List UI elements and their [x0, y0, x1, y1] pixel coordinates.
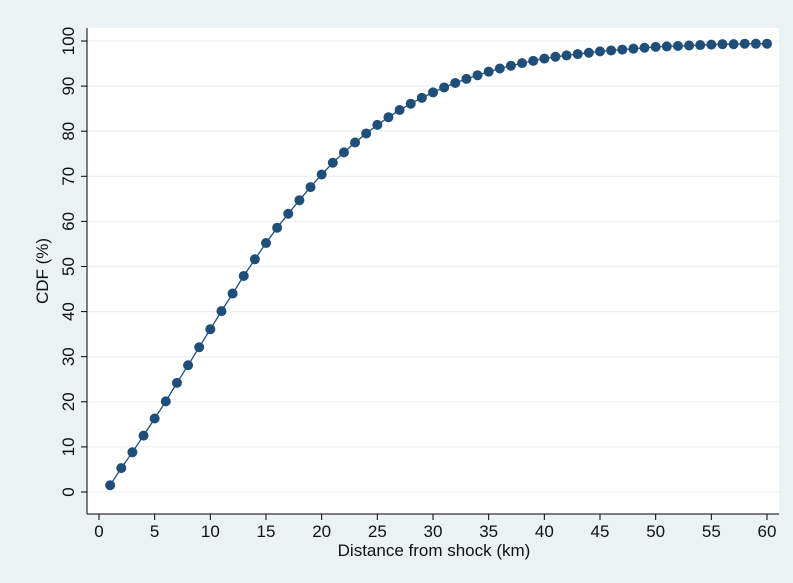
- data-point: [305, 182, 316, 193]
- data-point: [105, 480, 116, 491]
- data-point: [617, 44, 628, 55]
- y-tick-label: 60: [59, 212, 78, 231]
- axes: 0 10 20 30 40 50 60 70 80 90 100 0 5 10 15 20 25 30 35 40 45…: [59, 27, 779, 541]
- data-point: [672, 40, 683, 51]
- data-point: [661, 41, 672, 52]
- data-point: [472, 70, 483, 81]
- data-point: [127, 447, 138, 458]
- x-tick-label: 35: [479, 522, 498, 541]
- x-tick-label: 45: [591, 522, 610, 541]
- y-tick-label: 90: [59, 77, 78, 96]
- data-point: [561, 50, 572, 61]
- data-point: [394, 105, 405, 116]
- data-point: [550, 51, 561, 62]
- data-point: [227, 288, 238, 299]
- data-point: [461, 73, 472, 84]
- plot-area: [87, 28, 779, 514]
- y-tick-label: 10: [59, 437, 78, 456]
- x-axis-title: Distance from shock (km): [338, 541, 531, 560]
- data-point: [261, 238, 271, 249]
- data-point: [572, 49, 583, 60]
- data-point: [294, 195, 305, 206]
- x-tick-label: 55: [702, 522, 721, 541]
- data-point: [717, 39, 728, 50]
- data-point: [405, 98, 416, 109]
- data-point: [249, 254, 260, 265]
- data-point: [706, 39, 717, 50]
- data-point: [149, 413, 160, 424]
- data-point: [194, 342, 205, 353]
- data-point: [272, 222, 283, 233]
- data-point: [684, 40, 695, 51]
- data-point: [416, 92, 427, 103]
- data-point: [116, 463, 127, 474]
- data-point: [739, 38, 750, 49]
- x-tick-label: 0: [94, 522, 103, 541]
- x-tick-label: 20: [312, 522, 331, 541]
- data-series: [105, 38, 772, 491]
- data-point: [762, 38, 772, 49]
- data-point: [183, 360, 194, 371]
- data-point: [372, 119, 383, 130]
- y-tick-label: 0: [59, 487, 78, 496]
- data-point: [350, 137, 361, 148]
- data-point: [505, 60, 516, 71]
- y-tick-label: 100: [59, 27, 78, 55]
- data-point: [238, 270, 249, 281]
- data-point: [539, 53, 550, 64]
- x-tick-label: 50: [646, 522, 665, 541]
- data-point: [450, 77, 461, 88]
- data-point: [583, 47, 594, 58]
- x-tick-label: 5: [150, 522, 159, 541]
- y-tick-label: 30: [59, 347, 78, 366]
- data-point: [595, 46, 605, 57]
- data-point: [205, 324, 216, 335]
- y-tick-label: 50: [59, 257, 78, 276]
- data-point: [639, 42, 650, 53]
- x-tick-label: 25: [368, 522, 387, 541]
- data-point: [439, 82, 450, 93]
- y-tick-label: 20: [59, 392, 78, 411]
- data-point: [606, 45, 617, 56]
- data-point: [494, 63, 505, 74]
- data-point: [338, 147, 349, 158]
- data-point: [695, 40, 706, 51]
- x-tick-label: 60: [758, 522, 777, 541]
- data-point: [327, 157, 338, 168]
- x-tick-label: 15: [257, 522, 276, 541]
- gridlines: [87, 40, 779, 493]
- data-point: [383, 112, 394, 123]
- data-point: [216, 306, 227, 317]
- data-point: [650, 41, 661, 52]
- data-point: [138, 430, 149, 441]
- y-axis-title: CDF (%): [33, 238, 52, 304]
- data-point: [428, 87, 438, 98]
- x-tick-label: 40: [535, 522, 554, 541]
- data-point: [171, 377, 182, 388]
- x-tick-label: 30: [424, 522, 443, 541]
- y-tick-label: 40: [59, 302, 78, 321]
- x-tick-label: 10: [201, 522, 220, 541]
- data-point: [283, 208, 294, 219]
- data-point: [528, 55, 539, 66]
- data-point: [728, 39, 739, 50]
- y-tick-label: 80: [59, 122, 78, 141]
- data-point: [517, 58, 528, 69]
- y-tick-label: 70: [59, 167, 78, 186]
- data-point: [628, 43, 639, 54]
- data-point: [361, 128, 372, 139]
- data-point: [160, 396, 171, 407]
- data-point: [316, 169, 327, 180]
- data-point: [483, 66, 494, 77]
- data-point: [750, 38, 761, 49]
